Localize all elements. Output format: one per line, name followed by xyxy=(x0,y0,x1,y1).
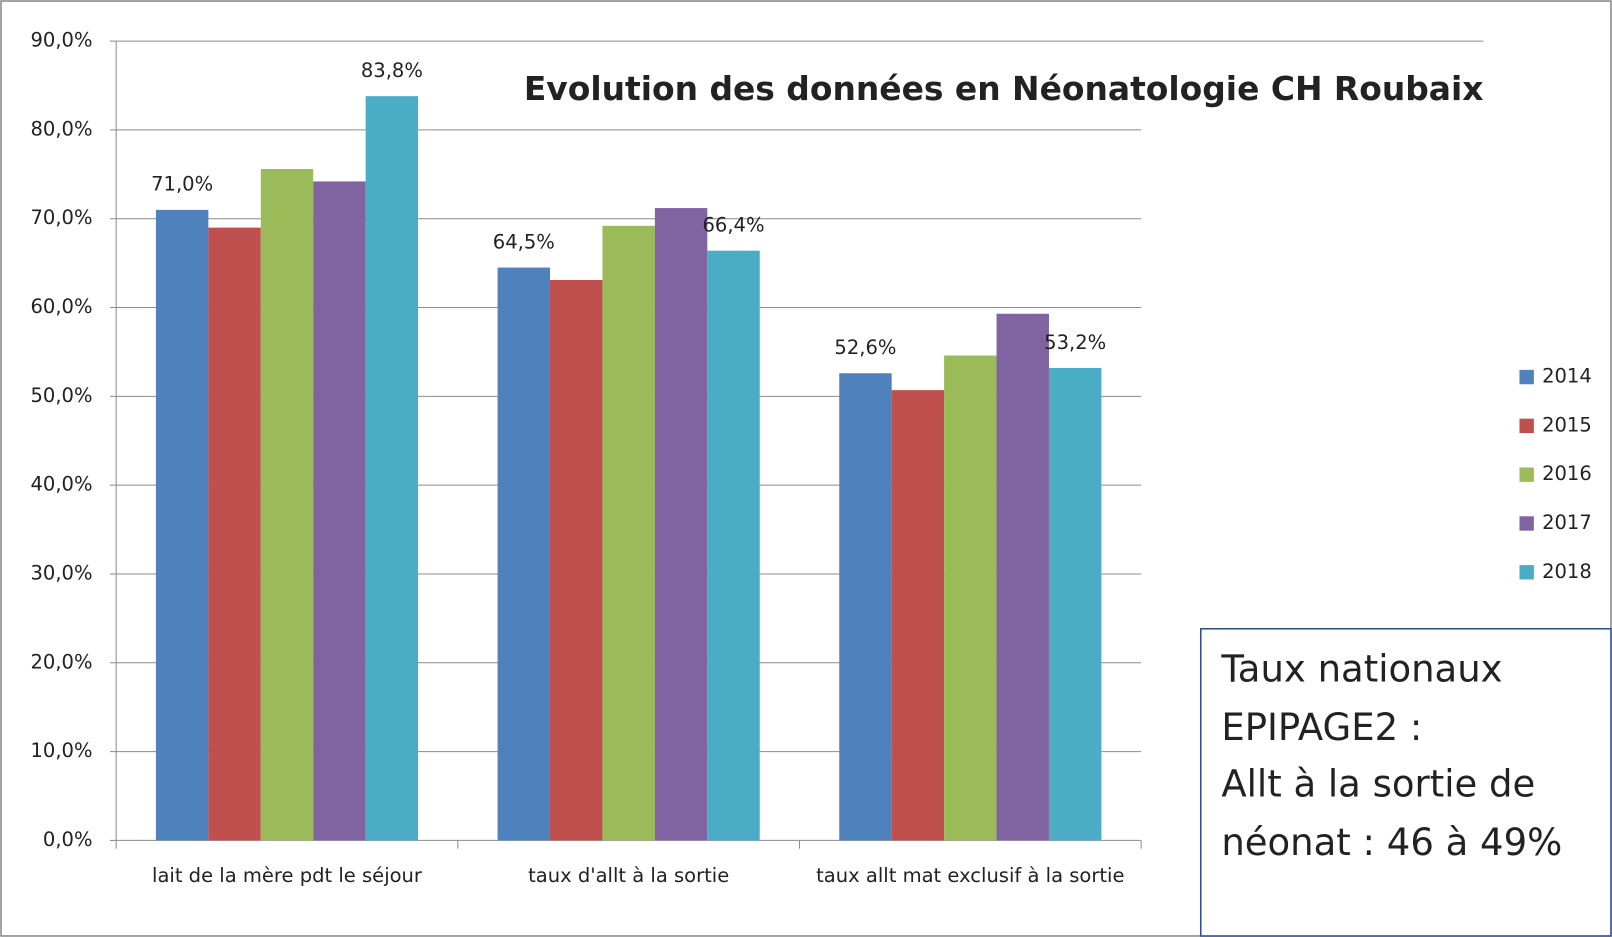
legend-label: 2018 xyxy=(1542,560,1592,583)
legend-swatch xyxy=(1519,418,1534,434)
bar xyxy=(1048,367,1102,841)
y-tick-label: 40,0% xyxy=(31,473,93,496)
data-label: 71,0% xyxy=(151,173,213,196)
bar xyxy=(654,208,708,841)
y-tick-label: 20,0% xyxy=(31,650,93,673)
legend-swatch xyxy=(1519,565,1534,580)
y-tick-label: 10,0% xyxy=(31,739,93,762)
bar xyxy=(944,355,997,841)
legend-label: 2015 xyxy=(1542,413,1592,436)
legend-swatch xyxy=(1519,467,1534,482)
legend-swatch xyxy=(1519,516,1534,531)
bar xyxy=(155,209,209,841)
x-tick-label: taux d'allt à la sortie xyxy=(528,864,729,887)
bar xyxy=(208,227,261,841)
x-tick-label: taux allt mat exclusif à la sortie xyxy=(816,864,1124,887)
y-tick-label: 80,0% xyxy=(31,117,93,140)
legend-label: 2014 xyxy=(1542,365,1592,388)
y-tick-label: 0,0% xyxy=(43,828,93,851)
data-label: 64,5% xyxy=(493,230,555,253)
legend-swatch xyxy=(1519,369,1534,385)
y-tick-label: 60,0% xyxy=(31,295,93,318)
annotation-text: néonat : 46 à 49% xyxy=(1221,821,1562,864)
legend-label: 2016 xyxy=(1542,462,1592,485)
annotation-box xyxy=(1200,628,1612,937)
bar xyxy=(313,181,366,841)
annotation-text: EPIPAGE2 : xyxy=(1221,706,1422,749)
bar xyxy=(602,225,655,841)
y-tick-label: 90,0% xyxy=(31,29,93,52)
bar xyxy=(839,373,892,841)
annotation-text: Allt à la sortie de xyxy=(1221,762,1535,805)
data-label: 83,8% xyxy=(361,59,423,82)
bar xyxy=(365,96,419,841)
bar xyxy=(550,280,603,841)
bar xyxy=(891,390,945,841)
y-tick-label: 30,0% xyxy=(31,561,93,584)
data-label: 53,2% xyxy=(1044,331,1106,354)
bar xyxy=(260,168,314,841)
y-tick-label: 70,0% xyxy=(31,206,93,229)
y-tick-label: 50,0% xyxy=(31,384,93,407)
bar xyxy=(497,267,551,841)
bar xyxy=(707,250,760,841)
chart-title: Evolution des données en Néonatologie CH… xyxy=(524,69,1484,108)
legend-label: 2017 xyxy=(1542,511,1592,534)
data-label: 66,4% xyxy=(703,214,765,237)
bar xyxy=(996,313,1049,841)
annotation-text: Taux nationaux xyxy=(1220,647,1502,690)
x-tick-label: lait de la mère pdt le séjour xyxy=(152,864,423,887)
data-label: 52,6% xyxy=(834,336,896,359)
